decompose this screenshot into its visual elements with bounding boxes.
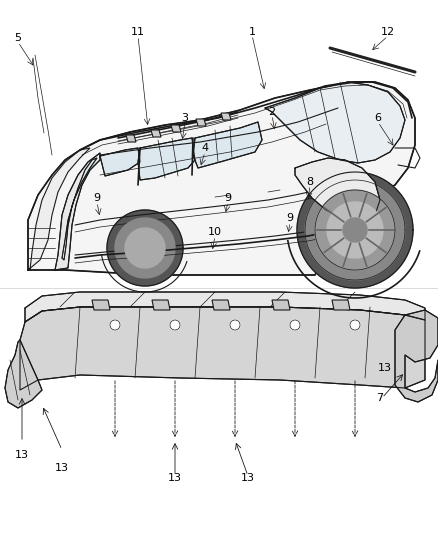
Polygon shape: [171, 125, 181, 132]
Text: 13: 13: [168, 473, 182, 483]
Polygon shape: [221, 113, 231, 120]
Circle shape: [350, 320, 360, 330]
Circle shape: [110, 320, 120, 330]
Polygon shape: [125, 228, 165, 268]
Text: 3: 3: [181, 113, 188, 123]
Text: 5: 5: [14, 33, 21, 43]
Circle shape: [290, 320, 300, 330]
Polygon shape: [332, 300, 350, 310]
Polygon shape: [295, 158, 380, 220]
Polygon shape: [5, 340, 42, 408]
Polygon shape: [107, 210, 183, 286]
Polygon shape: [62, 158, 97, 260]
Text: 4: 4: [201, 143, 208, 153]
Text: 13: 13: [55, 463, 69, 473]
Text: 7: 7: [376, 393, 384, 403]
Text: 13: 13: [15, 450, 29, 460]
Polygon shape: [305, 180, 405, 280]
Text: 12: 12: [381, 27, 395, 37]
Polygon shape: [100, 148, 140, 176]
Text: 9: 9: [286, 213, 293, 223]
Circle shape: [230, 320, 240, 330]
Polygon shape: [28, 148, 90, 270]
Polygon shape: [196, 119, 206, 126]
Polygon shape: [92, 300, 110, 310]
Polygon shape: [265, 82, 405, 163]
Polygon shape: [343, 218, 367, 242]
Polygon shape: [25, 292, 425, 322]
Polygon shape: [20, 307, 425, 390]
Polygon shape: [297, 172, 413, 288]
Polygon shape: [55, 153, 100, 270]
Polygon shape: [327, 202, 383, 258]
Polygon shape: [151, 130, 161, 137]
Text: 8: 8: [307, 177, 314, 187]
Text: 9: 9: [93, 193, 101, 203]
Polygon shape: [152, 300, 170, 310]
Polygon shape: [315, 190, 395, 270]
Polygon shape: [126, 135, 136, 142]
Text: 1: 1: [248, 27, 255, 37]
Circle shape: [170, 320, 180, 330]
Text: 13: 13: [241, 473, 255, 483]
Polygon shape: [395, 310, 438, 402]
Text: 11: 11: [131, 27, 145, 37]
Polygon shape: [138, 138, 195, 180]
Text: 9: 9: [224, 193, 232, 203]
Polygon shape: [193, 122, 262, 168]
Text: 10: 10: [208, 227, 222, 237]
Text: 6: 6: [374, 113, 381, 123]
Text: 13: 13: [378, 363, 392, 373]
Polygon shape: [28, 82, 415, 275]
Polygon shape: [272, 300, 290, 310]
Text: 2: 2: [268, 107, 276, 117]
Polygon shape: [212, 300, 230, 310]
Polygon shape: [115, 218, 175, 278]
